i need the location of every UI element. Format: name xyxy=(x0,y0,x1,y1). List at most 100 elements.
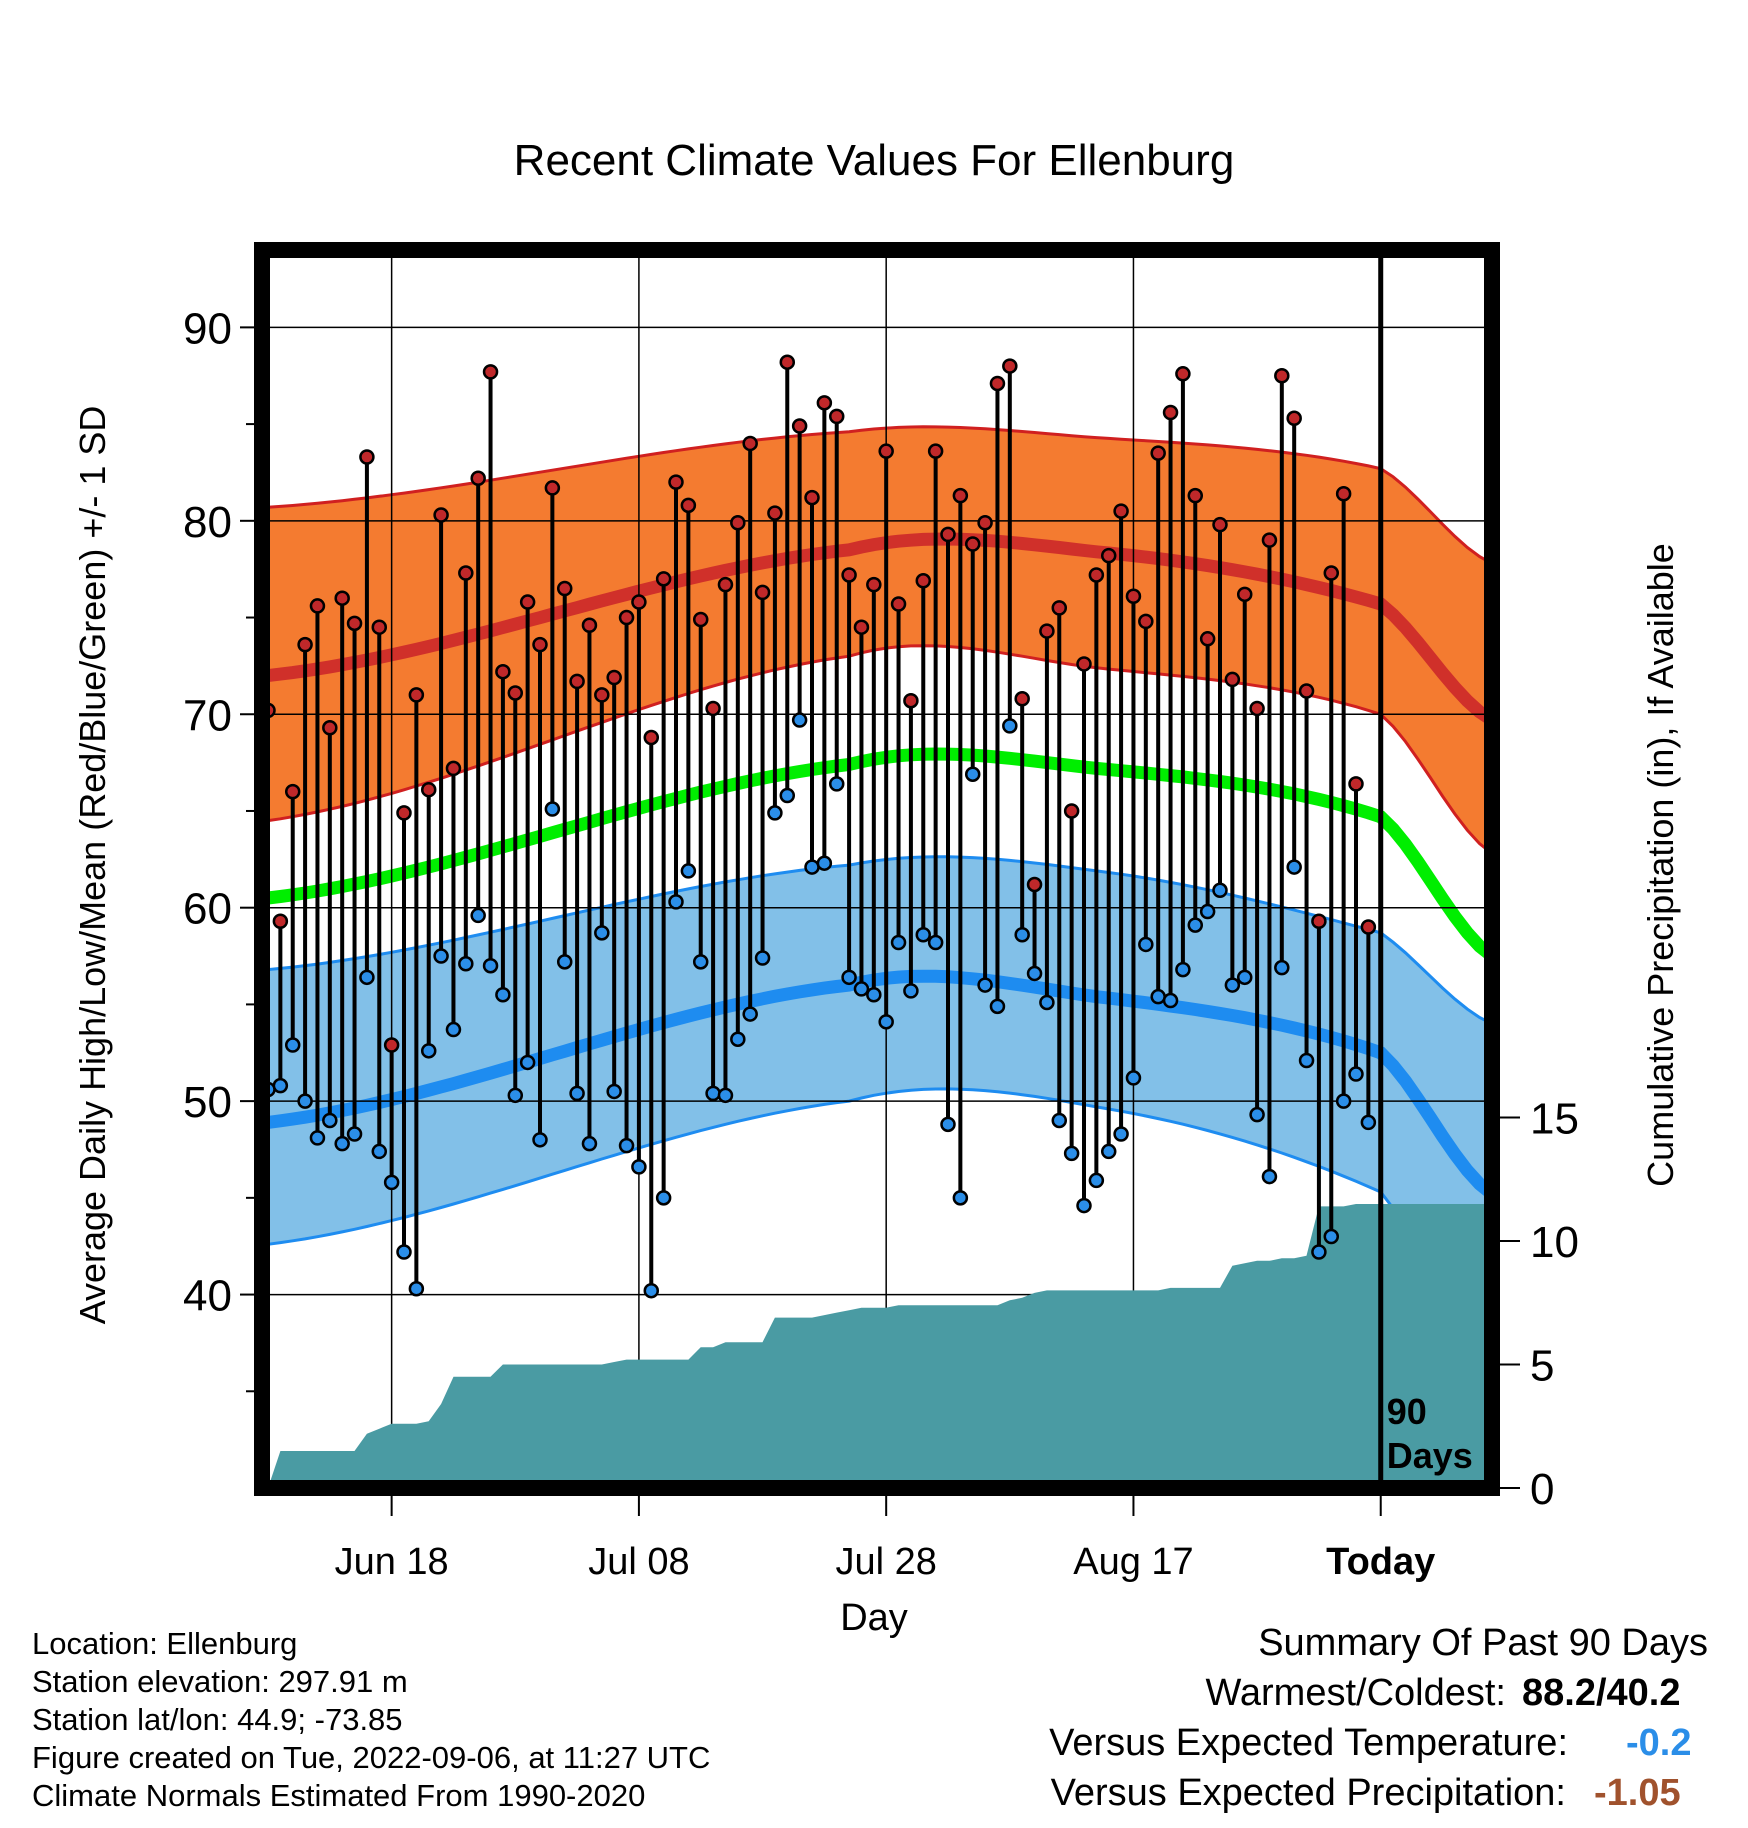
daily-low-point xyxy=(334,1135,350,1152)
today-marker-label: 90 xyxy=(1387,1391,1427,1432)
daily-low-point xyxy=(433,948,449,964)
daily-high-point xyxy=(445,760,462,777)
daily-high-point xyxy=(556,580,573,597)
y-axis-label: Average Daily High/Low/Mean (Red/Blue/Gr… xyxy=(72,406,113,1325)
daily-low-point xyxy=(643,1282,660,1299)
daily-high-point xyxy=(618,609,635,626)
warm-cold-label: Warmest/Coldest: xyxy=(1205,1672,1506,1714)
today-marker-label: Days xyxy=(1387,1435,1473,1476)
daily-high-point xyxy=(742,435,758,452)
precip-label: Versus Expected Precipitation: xyxy=(1050,1772,1566,1814)
summary-temp: Versus Expected Temperature: -0.2 xyxy=(0,1722,1748,1768)
daily-high-point xyxy=(791,418,808,434)
daily-high-point xyxy=(1323,565,1340,581)
daily-low-point xyxy=(272,1077,289,1094)
daily-high-point xyxy=(1088,567,1105,583)
daily-high-point xyxy=(470,470,486,487)
daily-high-point xyxy=(433,507,449,523)
daily-low-point xyxy=(816,855,833,871)
daily-low-point xyxy=(903,983,919,999)
temp-label: Versus Expected Temperature: xyxy=(1049,1722,1568,1764)
daily-low-point xyxy=(1298,1052,1315,1069)
daily-high-point xyxy=(396,805,412,821)
temp-value: -0.2 xyxy=(1626,1722,1692,1764)
daily-low-point xyxy=(804,859,820,875)
daily-high-point xyxy=(272,913,289,929)
daily-high-point xyxy=(1125,588,1142,605)
daily-high-point xyxy=(1150,445,1166,461)
daily-low-point xyxy=(594,925,610,941)
daily-low-point xyxy=(1187,917,1204,933)
daily-low-point xyxy=(507,1087,524,1104)
daily-low-point xyxy=(1274,959,1290,976)
summary-warm-cold: Warmest/Coldest: 88.2/40.2 xyxy=(0,1672,1748,1718)
summary-title: Summary Of Past 90 Days xyxy=(1258,1622,1708,1664)
daily-low-point xyxy=(1162,992,1179,1009)
daily-low-point xyxy=(532,1132,548,1148)
y-tick-label: 80 xyxy=(183,498,232,547)
daily-high-point xyxy=(1224,671,1241,688)
daily-low-point xyxy=(470,907,486,924)
daily-high-point xyxy=(1360,919,1377,935)
normal-low-line xyxy=(267,969,1492,1200)
daily-high-point xyxy=(309,598,326,614)
y2-tick-label: 15 xyxy=(1530,1095,1579,1144)
x-tick-label: Jul 08 xyxy=(588,1541,689,1583)
daily-high-point xyxy=(878,443,894,459)
daily-high-point xyxy=(1212,516,1228,533)
daily-high-point xyxy=(420,781,437,798)
high-sd-band-lower-edge xyxy=(267,644,1492,855)
daily-high-point xyxy=(606,669,622,686)
daily-low-point xyxy=(495,986,511,1003)
daily-low-point xyxy=(346,1126,363,1142)
daily-high-point xyxy=(1187,487,1204,504)
daily-low-point xyxy=(322,1112,338,1129)
daily-low-point xyxy=(1175,961,1191,978)
y-tick-label: 50 xyxy=(183,1078,232,1127)
daily-high-point xyxy=(581,617,598,634)
daily-high-point xyxy=(1199,631,1216,647)
station-info: Location: Ellenburg Station elevation: 2… xyxy=(32,1625,710,1815)
daily-low-point xyxy=(371,1143,388,1160)
daily-high-point xyxy=(989,375,1006,392)
daily-low-point xyxy=(866,986,882,1003)
y-tick-label: 90 xyxy=(183,304,232,353)
high-sd-band xyxy=(268,426,1492,854)
daily-low-point xyxy=(1335,1093,1352,1109)
daily-high-point xyxy=(284,783,301,800)
daily-low-point xyxy=(1212,882,1228,899)
x-tick-label: Today xyxy=(1326,1541,1435,1583)
daily-high-point xyxy=(1138,613,1154,630)
daily-low-point xyxy=(952,1190,969,1206)
daily-low-point xyxy=(1261,1168,1278,1185)
daily-high-point xyxy=(692,611,709,628)
daily-low-point xyxy=(1224,977,1241,993)
daily-low-point xyxy=(1002,718,1018,734)
y-tick-label: 40 xyxy=(183,1272,232,1321)
daily-high-point xyxy=(482,364,499,380)
low-sd-band-lower-edge xyxy=(267,1087,1492,1364)
daily-low-point xyxy=(284,1037,301,1053)
daily-high-point xyxy=(730,514,746,531)
daily-low-point xyxy=(705,1085,721,1102)
daily-high-point xyxy=(940,526,956,543)
daily-low-point xyxy=(754,950,771,966)
daily-low-point xyxy=(1051,1112,1068,1129)
daily-low-point xyxy=(1311,1244,1327,1260)
x-axis-label: Day xyxy=(840,1597,908,1639)
daily-high-point xyxy=(643,729,660,746)
daily-low-point xyxy=(1026,965,1043,982)
low-sd-band-upper-edge xyxy=(267,855,1492,1026)
daily-low-point xyxy=(680,863,697,879)
daily-high-point xyxy=(1051,600,1068,616)
daily-low-point xyxy=(309,1130,326,1146)
daily-low-point xyxy=(1063,1145,1080,1162)
y2-tick-label: 10 xyxy=(1530,1218,1579,1267)
normal-mean-line xyxy=(267,747,1492,962)
daily-low-point xyxy=(977,977,993,993)
daily-low-point xyxy=(1249,1106,1265,1123)
daily-high-point xyxy=(890,596,907,612)
daily-high-point xyxy=(655,571,672,587)
daily-high-point xyxy=(359,449,375,465)
